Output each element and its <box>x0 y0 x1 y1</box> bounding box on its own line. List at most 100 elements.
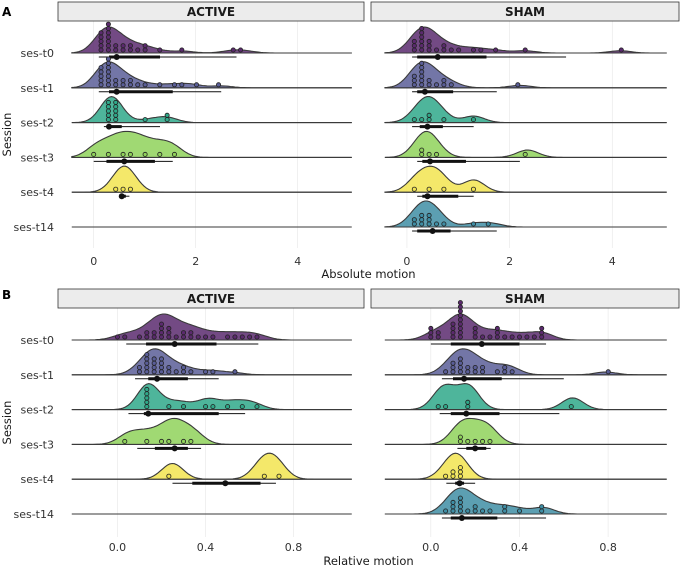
data-point <box>456 47 462 53</box>
data-point <box>539 508 545 514</box>
facet-strip-label: ACTIVE <box>187 5 235 19</box>
ridge-ses-t4 <box>384 165 667 200</box>
data-point <box>426 38 432 44</box>
density-curve <box>384 487 667 515</box>
data-point <box>426 212 432 218</box>
data-point <box>157 82 163 88</box>
data-point <box>122 334 128 340</box>
data-point <box>159 369 165 375</box>
data-point <box>539 334 545 340</box>
data-point <box>179 82 185 88</box>
data-point <box>426 47 432 53</box>
data-point <box>450 469 456 475</box>
y-tick-label: ses-t1 <box>20 369 54 382</box>
data-point <box>419 47 425 53</box>
data-point <box>247 334 253 340</box>
y-tick-label: ses-t0 <box>20 334 54 347</box>
data-point <box>411 38 417 44</box>
data-point <box>450 325 456 331</box>
data-point <box>159 325 165 331</box>
data-point <box>173 369 179 375</box>
data-point <box>411 82 417 88</box>
data-point <box>144 360 150 366</box>
data-point <box>435 334 441 340</box>
data-point <box>120 78 126 84</box>
median-point <box>456 480 463 487</box>
data-point <box>457 438 463 444</box>
data-point <box>419 151 425 157</box>
data-point <box>127 82 133 88</box>
data-point <box>98 34 104 40</box>
data-point <box>494 325 500 331</box>
data-point <box>472 508 478 514</box>
ridge-ses-t0 <box>384 300 667 347</box>
data-point <box>157 151 163 157</box>
data-point <box>98 65 104 71</box>
data-point <box>232 334 238 340</box>
data-point <box>472 504 478 510</box>
data-point <box>605 369 611 375</box>
data-point <box>426 117 432 123</box>
data-point <box>105 30 111 36</box>
data-point <box>443 473 449 479</box>
data-point <box>238 47 244 53</box>
data-point <box>457 495 463 501</box>
data-point <box>457 434 463 440</box>
panel-label: A <box>2 5 12 19</box>
data-point <box>502 364 508 370</box>
data-point <box>470 117 476 123</box>
data-point <box>419 65 425 71</box>
data-point <box>450 369 456 375</box>
data-point <box>113 43 119 49</box>
median-point <box>458 515 465 521</box>
density-curve <box>384 452 667 480</box>
data-point <box>210 369 216 375</box>
data-point <box>450 334 456 340</box>
data-point <box>254 404 260 410</box>
ridge-ses-t4 <box>384 452 667 487</box>
data-point <box>203 404 209 410</box>
median-point <box>113 54 120 60</box>
data-point <box>120 47 126 53</box>
data-point <box>105 104 111 110</box>
ridge-ses-t1 <box>384 60 667 95</box>
data-point <box>457 473 463 479</box>
data-point <box>465 438 471 444</box>
data-point <box>509 334 515 340</box>
data-point <box>465 369 471 375</box>
data-point <box>428 325 434 331</box>
data-point <box>181 364 187 370</box>
ridge-ses-t2 <box>71 96 352 130</box>
data-point <box>135 47 141 53</box>
data-point <box>203 369 209 375</box>
data-point <box>105 82 111 88</box>
data-point <box>419 60 425 66</box>
data-point <box>515 82 521 88</box>
data-point <box>480 334 486 340</box>
median-point <box>171 445 178 452</box>
data-point <box>465 508 471 514</box>
median-point <box>121 158 128 165</box>
data-point <box>105 38 111 44</box>
data-point <box>441 78 447 84</box>
data-point <box>127 43 133 49</box>
data-point <box>568 404 574 410</box>
data-point <box>91 151 97 157</box>
median-point <box>461 375 468 382</box>
density-curve <box>71 165 352 193</box>
data-point <box>480 369 486 375</box>
data-point <box>457 300 463 306</box>
data-point <box>120 186 126 192</box>
data-point <box>135 82 141 88</box>
data-point <box>435 330 441 336</box>
data-point <box>522 47 528 53</box>
data-point <box>159 364 165 370</box>
data-point <box>188 369 194 375</box>
data-point <box>113 99 119 105</box>
data-point <box>144 404 150 410</box>
ridge-ses-t2 <box>384 96 667 130</box>
data-point <box>419 34 425 40</box>
median-point <box>171 341 178 347</box>
data-point <box>105 25 111 31</box>
y-tick-label: ses-t2 <box>20 404 54 417</box>
